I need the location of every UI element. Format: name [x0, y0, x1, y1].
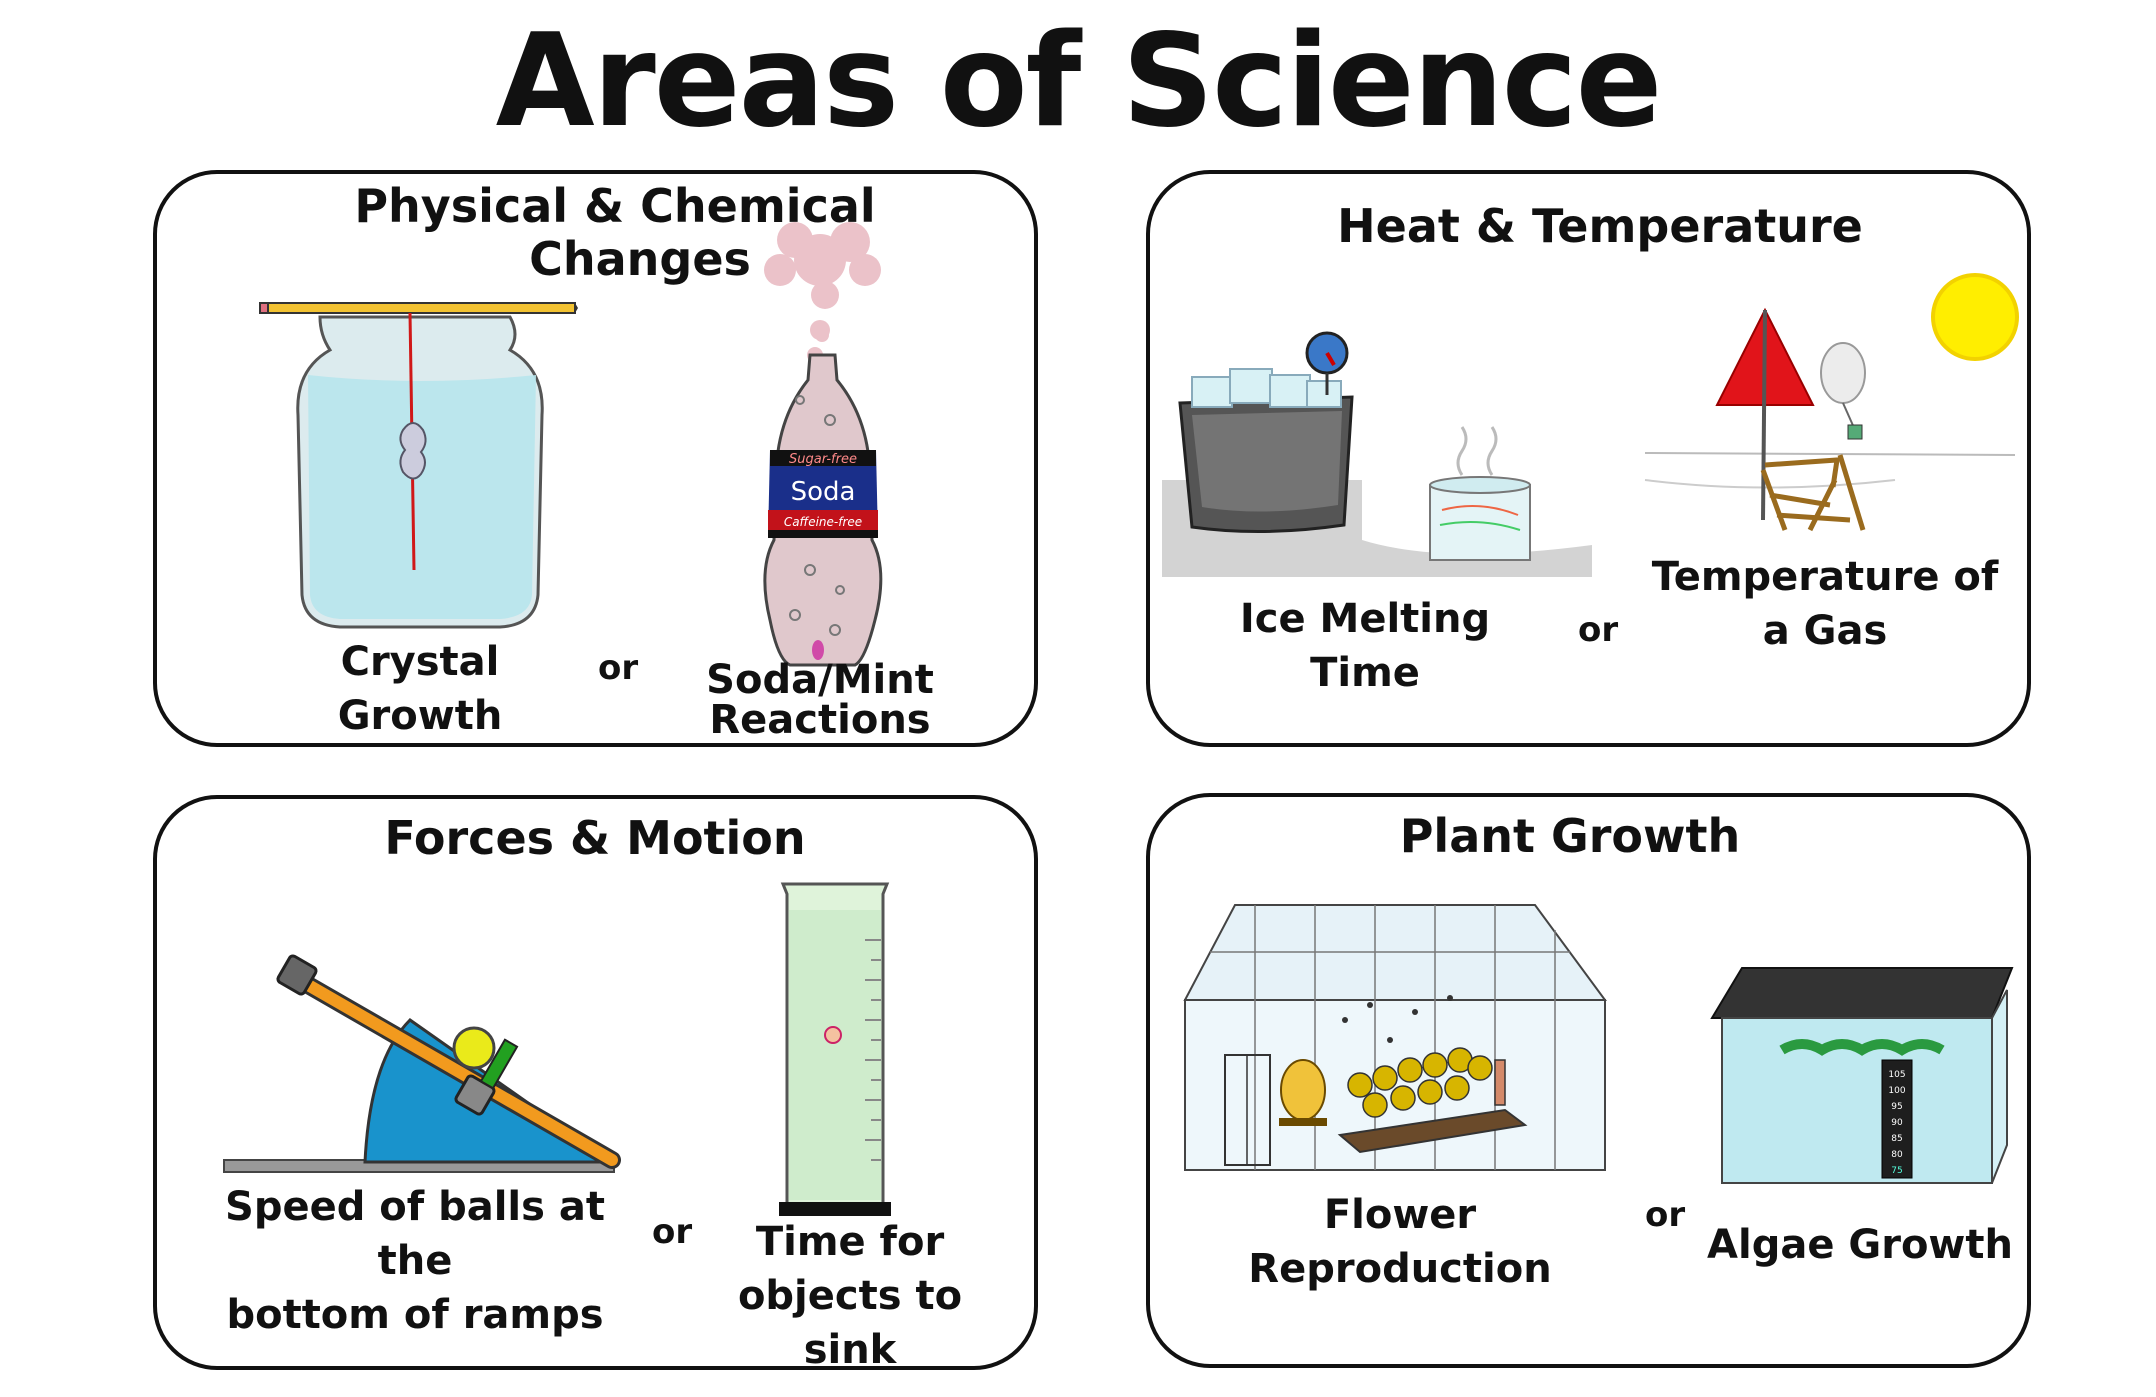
panel-title-heat: Heat & Temperature [1337, 199, 1863, 253]
cylinder-base [779, 1202, 891, 1216]
thermometer-tick-80: 80 [1891, 1150, 1903, 1160]
panel-forces-motion [153, 795, 1038, 1370]
thermometer-tick-90: 90 [1891, 1118, 1903, 1128]
graduated-cylinder-illustration [779, 882, 891, 1216]
option-flower-reproduction: Flower Reproduction [1248, 1192, 1552, 1292]
bottle-label-top: Sugar-free [789, 452, 857, 467]
greenhouse-illustration [1183, 904, 1607, 1171]
panel-title-physical-chemical: Physical & Chemical Changes [330, 180, 900, 286]
option-temperature-gas-line2: a Gas [1762, 608, 1888, 654]
sun-icon [1931, 273, 2019, 361]
cylinder-scale [865, 939, 881, 1161]
or-label: or [1578, 610, 1619, 650]
option-speed-balls-line1: Speed of balls at the [225, 1184, 605, 1284]
gas-temperature-illustration [1644, 273, 2019, 532]
thermometer-tick-85: 85 [1891, 1134, 1902, 1144]
flowers-icon [1347, 1047, 1493, 1118]
bottle-label-mid: Soda [791, 477, 856, 507]
option-speed-balls-line2: bottom of ramps [226, 1292, 604, 1338]
thermometer-strip-icon [1881, 1059, 1913, 1179]
beehive-icon [1280, 1059, 1326, 1121]
panel-title-line2: Changes [529, 231, 751, 286]
ice-cubes-icon [1191, 368, 1342, 408]
option-soda-mint-line1: Soda/Mint [706, 657, 934, 703]
panel-title-forces: Forces & Motion [384, 811, 806, 865]
tank-lid-icon [1710, 967, 2014, 1019]
or-label: or [652, 1212, 693, 1252]
ice-melting-illustration [1162, 331, 1592, 577]
aquarium-illustration: 105 100 95 90 85 80 75 [1710, 967, 2014, 1184]
thermometer-tick-100: 100 [1888, 1086, 1905, 1096]
pencil-icon [264, 302, 576, 314]
or-label: or [1645, 1195, 1686, 1235]
option-crystal-growth: Crystal Growth [337, 639, 503, 739]
ball-icon [452, 1026, 496, 1070]
soda-bottle-illustration: Sugar-free Soda Caffeine-free [763, 222, 883, 667]
panel-title-plant: Plant Growth [1399, 809, 1741, 863]
ramp-icon [290, 972, 618, 1166]
bottle-label-bot: Caffeine-free [784, 515, 862, 529]
sinking-object-icon [824, 1026, 842, 1044]
balloon-icon [1820, 342, 1866, 404]
option-speed-balls: Speed of balls at the bottom of ramps [205, 1180, 625, 1342]
steam-icon [1456, 426, 1468, 476]
thermometer-tick-105: 105 [1888, 1070, 1905, 1080]
or-label: or [598, 648, 639, 688]
flower-bed-icon [1337, 1108, 1528, 1154]
option-soda-mint: Soda/Mint Reactions [690, 660, 950, 740]
thermometer-tick-75: 75 [1891, 1166, 1902, 1176]
thermometer-icon [1494, 1059, 1506, 1106]
crystal-icon [399, 422, 427, 480]
option-time-sink: Time for objects to sink [690, 1215, 1010, 1377]
option-temperature-gas: Temperature of a Gas [1645, 550, 2005, 658]
beach-chair-icon [1760, 454, 1866, 532]
option-soda-mint-line2: Reactions [709, 697, 931, 743]
option-temperature-gas-line1: Temperature of [1651, 554, 1999, 600]
option-time-sink-line2: objects to sink [737, 1273, 963, 1373]
crystal-jar-illustration [259, 302, 578, 629]
page-title: Areas of Science [495, 7, 1663, 156]
thermometer-tick-95: 95 [1891, 1102, 1902, 1112]
option-time-sink-line1: Time for [755, 1219, 945, 1265]
algae-icon [1779, 1039, 1945, 1056]
option-ice-melting: Ice Melting Time [1239, 596, 1491, 696]
option-algae-growth: Algae Growth [1707, 1222, 2013, 1268]
foam-icon [764, 222, 881, 363]
ramp-illustration [223, 954, 621, 1173]
